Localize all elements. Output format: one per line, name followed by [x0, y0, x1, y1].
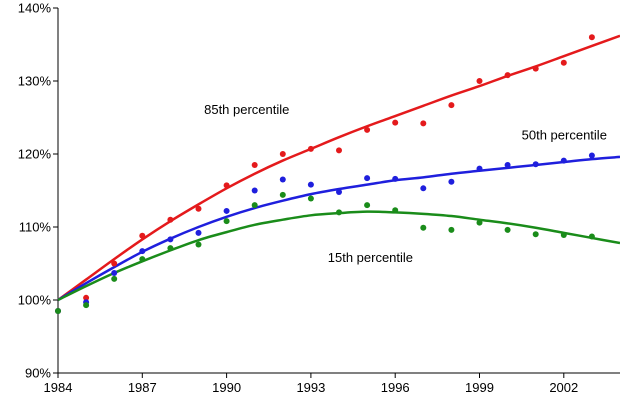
data-point-50th: [448, 178, 455, 185]
series-label: 15th percentile: [328, 250, 413, 265]
axes: 90% 100% 110% 120% 130% 140% 1984 1987 1990 1993 1…: [18, 1, 620, 395]
data-point-15th: [532, 231, 539, 238]
data-point-15th: [307, 195, 314, 202]
y-tick-label: 110%: [19, 220, 52, 235]
data-point-15th: [336, 209, 342, 216]
data-point-85th: [251, 161, 258, 168]
data-point-15th: [588, 233, 595, 240]
data-point-15th: [251, 202, 258, 209]
data-point-50th: [195, 229, 202, 236]
data-point-85th: [307, 145, 314, 152]
data-point-15th: [111, 275, 118, 282]
data-point-85th: [504, 72, 511, 79]
data-point-85th: [336, 147, 342, 154]
data-point-15th: [83, 302, 90, 309]
x-tick-label: 1993: [296, 380, 325, 395]
data-point-15th: [560, 232, 567, 239]
data-point-50th: [251, 187, 258, 194]
data-point-50th: [504, 161, 511, 168]
data-point-15th: [448, 226, 455, 233]
series-label: 50th percentile: [522, 127, 607, 142]
data-point-50th: [167, 236, 174, 243]
x-tick-label: 2002: [549, 380, 578, 395]
data-point-50th: [111, 269, 118, 276]
data-point-85th: [392, 119, 399, 126]
data-point-50th: [420, 185, 427, 192]
data-point-85th: [111, 260, 118, 267]
data-point-15th: [504, 226, 511, 233]
data-point-15th: [223, 218, 230, 225]
data-point-85th: [279, 151, 286, 157]
y-tick-label: 130%: [18, 74, 52, 89]
y-tick-label: 90%: [25, 366, 51, 381]
data-point-15th: [364, 202, 371, 209]
data-point-85th: [588, 34, 595, 41]
data-point-85th: [195, 205, 202, 212]
y-tick-label: 100%: [18, 293, 52, 308]
data-point-15th: [167, 245, 174, 252]
x-tick-label: 1984: [44, 380, 73, 395]
data-point-15th: [55, 307, 61, 314]
data-point-50th: [476, 165, 483, 172]
data-point-50th: [307, 181, 314, 188]
data-point-85th: [364, 126, 371, 133]
data-point-50th: [279, 176, 286, 183]
data-point-50th: [336, 188, 342, 195]
data-point-50th: [223, 207, 230, 214]
data-point-15th: [195, 241, 202, 248]
data-point-50th: [364, 175, 371, 182]
x-tick-label: 1987: [128, 380, 157, 395]
data-point-85th: [532, 65, 539, 72]
data-point-15th: [279, 191, 286, 198]
x-tick-label: 1996: [381, 380, 410, 395]
data-point-15th: [476, 219, 483, 226]
data-point-50th: [532, 161, 539, 168]
data-points: [55, 34, 595, 314]
data-point-15th: [392, 207, 399, 214]
data-point-85th: [167, 216, 174, 223]
data-point-50th: [560, 157, 567, 164]
fit-line-85th: [57, 34, 620, 302]
data-point-85th: [476, 78, 483, 84]
series-label: 85th percentile: [204, 102, 289, 117]
data-point-50th: [392, 175, 399, 182]
data-point-85th: [560, 59, 567, 66]
x-tick-label: 1999: [465, 380, 494, 395]
data-point-15th: [139, 256, 146, 263]
series-labels: 85th percentile 50th percentile 15th perce…: [204, 102, 607, 265]
y-tick-label: 140%: [18, 1, 52, 16]
data-point-15th: [420, 224, 427, 231]
data-point-85th: [139, 232, 146, 239]
data-point-85th: [83, 294, 90, 301]
data-point-85th: [223, 182, 230, 189]
data-point-50th: [588, 152, 595, 159]
y-tick-label: 120%: [18, 147, 52, 162]
data-point-85th: [448, 102, 455, 109]
data-point-50th: [139, 248, 146, 255]
x-tick-label: 1990: [212, 380, 241, 395]
data-point-85th: [420, 120, 427, 127]
